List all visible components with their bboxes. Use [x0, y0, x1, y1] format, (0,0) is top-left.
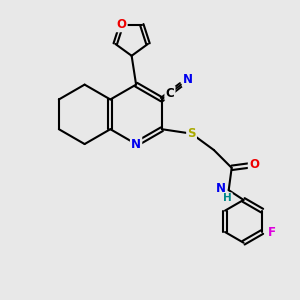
Text: N: N	[215, 182, 225, 195]
Text: N: N	[131, 138, 141, 151]
Text: H: H	[223, 194, 232, 203]
Text: N: N	[183, 73, 193, 86]
Text: C: C	[166, 87, 174, 100]
Text: O: O	[116, 18, 127, 31]
Text: S: S	[187, 127, 196, 140]
Text: F: F	[268, 226, 276, 238]
Text: O: O	[249, 158, 259, 171]
